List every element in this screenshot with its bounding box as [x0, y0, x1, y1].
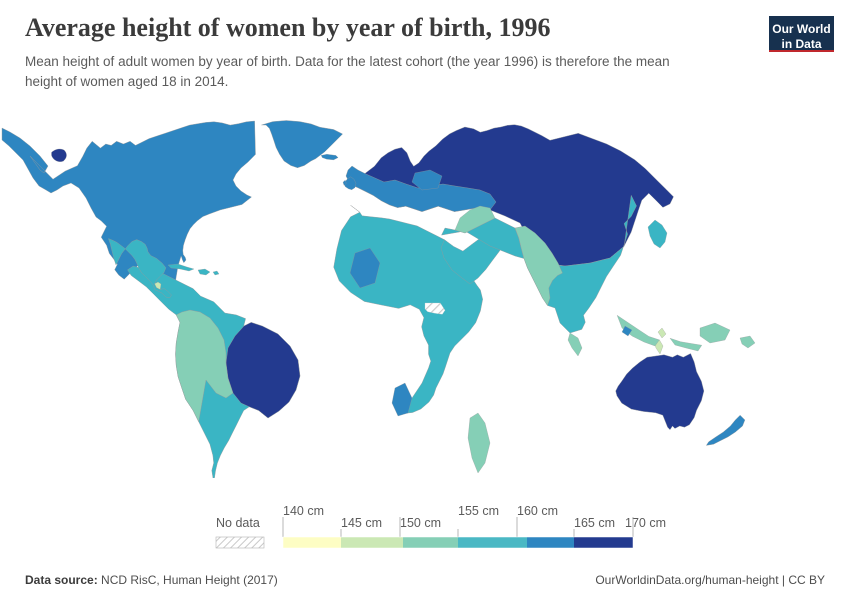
- svg-text:160 cm: 160 cm: [517, 504, 558, 518]
- svg-text:140 cm: 140 cm: [283, 504, 324, 518]
- svg-text:145 cm: 145 cm: [341, 516, 382, 530]
- svg-text:155 cm: 155 cm: [458, 504, 499, 518]
- svg-text:170 cm: 170 cm: [625, 516, 666, 530]
- svg-text:165 cm: 165 cm: [574, 516, 615, 530]
- svg-text:150 cm: 150 cm: [400, 516, 441, 530]
- svg-text:No data: No data: [216, 516, 260, 530]
